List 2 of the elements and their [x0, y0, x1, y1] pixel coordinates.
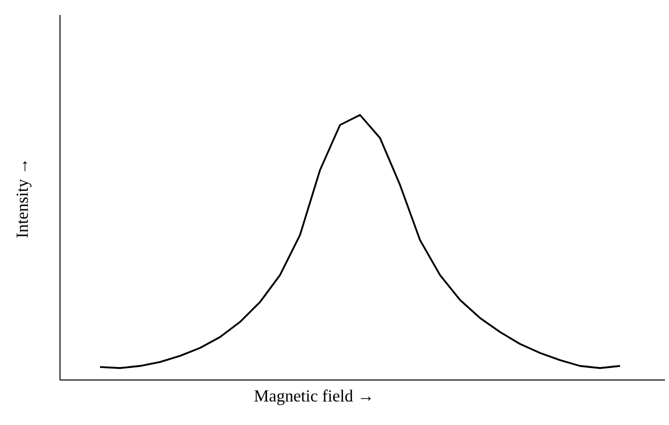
y-axis-title: Intensity → — [16, 161, 32, 238]
x-axis-title: Magnetic field → — [254, 390, 371, 406]
